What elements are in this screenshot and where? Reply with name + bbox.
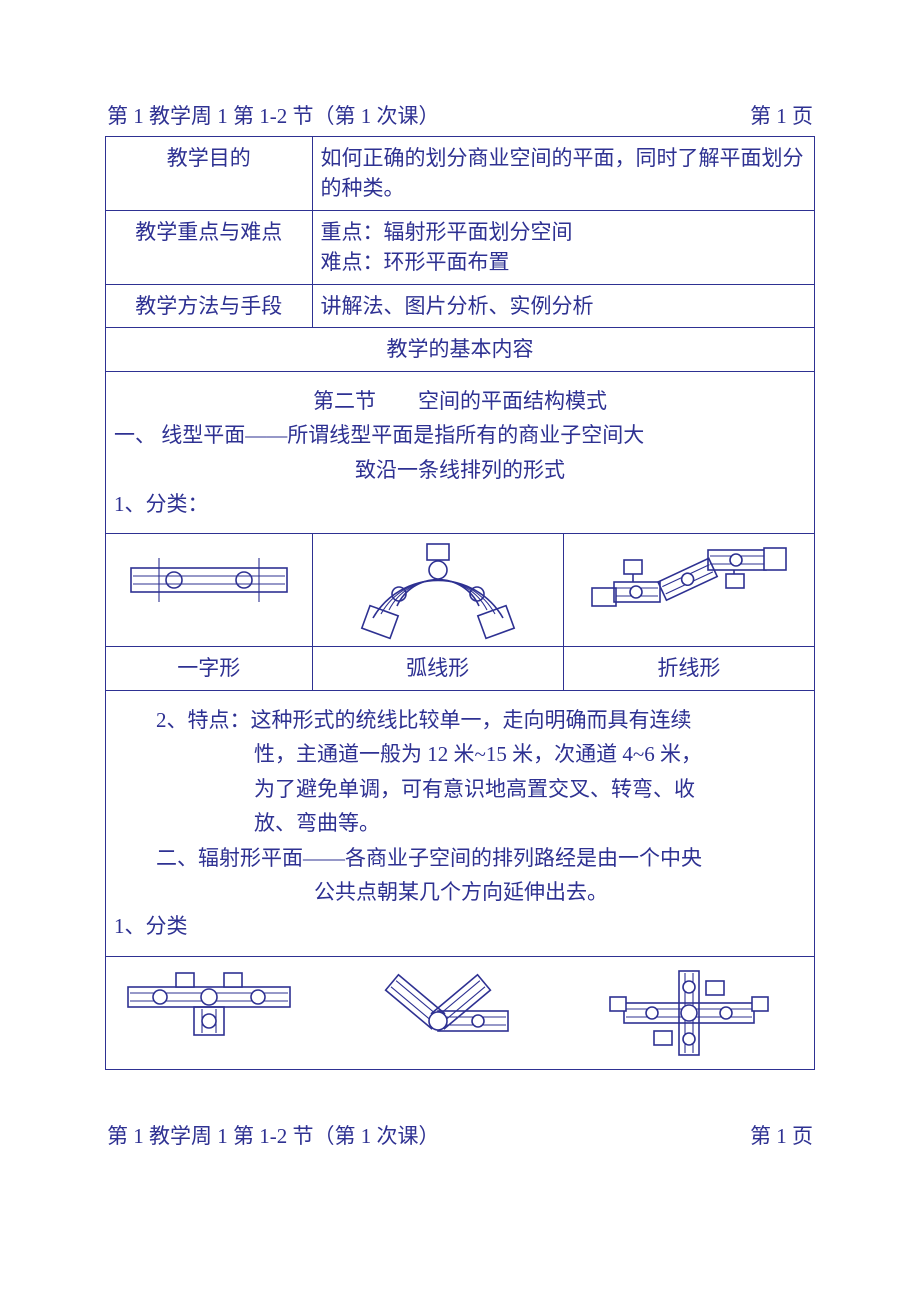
arc-line-diagram-cell xyxy=(312,534,563,647)
linear-sub1: 1、分类： xyxy=(114,489,806,519)
row-content-intro: 第二节 空间的平面结构模式 一、 线型平面——所谓线型平面是指所有的商业子空间大… xyxy=(106,371,815,534)
linear-sub2-l4: 放、弯曲等。 xyxy=(114,808,806,838)
arc-line-label: 弧线形 xyxy=(312,647,563,690)
lesson-plan-table: 教学目的 如何正确的划分商业空间的平面，同时了解平面划分的种类。 教学重点与难点… xyxy=(105,136,815,1070)
y-radial-diagram xyxy=(348,963,528,1063)
methods-value: 讲解法、图片分析、实例分析 xyxy=(312,284,815,327)
content-body: 2、特点：这种形式的统线比较单一，走向明确而具有连续 性，主通道一般为 12 米… xyxy=(106,690,815,956)
broken-line-diagram xyxy=(584,540,794,640)
row-content-body: 2、特点：这种形式的统线比较单一，走向明确而具有连续 性，主通道一般为 12 米… xyxy=(106,690,815,956)
methods-label: 教学方法与手段 xyxy=(106,284,313,327)
radial-heading-l2: 公共点朝某几个方向延伸出去。 xyxy=(114,877,806,907)
broken-line-diagram-cell xyxy=(563,534,814,647)
page-header: 第 1 教学周 1 第 1-2 节（第 1 次课） 第 1 页 xyxy=(105,100,815,130)
y-radial-diagram-cell xyxy=(312,956,563,1069)
header-right: 第 1 页 xyxy=(750,100,813,130)
footer-right: 第 1 页 xyxy=(750,1120,813,1150)
linear-sub2-l2: 性，主通道一般为 12 米~15 米，次通道 4~6 米， xyxy=(114,739,806,769)
radial-heading-l1: 二、辐射形平面——各商业子空间的排列路经是由一个中央 xyxy=(114,843,806,873)
straight-line-label: 一字形 xyxy=(106,647,313,690)
row-purpose: 教学目的 如何正确的划分商业空间的平面，同时了解平面划分的种类。 xyxy=(106,137,815,211)
keypoints-value: 重点：辐射形平面划分空间 难点：环形平面布置 xyxy=(312,210,815,284)
keypoints-label: 教学重点与难点 xyxy=(106,210,313,284)
straight-line-diagram xyxy=(119,540,299,620)
t-radial-diagram xyxy=(114,963,304,1053)
row-section-title: 教学的基本内容 xyxy=(106,328,815,371)
row-methods: 教学方法与手段 讲解法、图片分析、实例分析 xyxy=(106,284,815,327)
lesson-plan-page: 第 1 教学周 1 第 1-2 节（第 1 次课） 第 1 页 教学目的 如何正… xyxy=(0,0,920,1190)
linear-heading-l1: 一、 线型平面——所谓线型平面是指所有的商业子空间大 xyxy=(114,420,806,450)
radial-sub1: 1、分类 xyxy=(114,911,806,941)
broken-line-label: 折线形 xyxy=(563,647,814,690)
linear-heading-l2: 致沿一条线排列的形式 xyxy=(114,455,806,485)
cross-radial-diagram xyxy=(604,963,774,1063)
linear-sub2-l1: 2、特点：这种形式的统线比较单一，走向明确而具有连续 xyxy=(114,705,806,735)
page-footer: 第 1 教学周 1 第 1-2 节（第 1 次课） 第 1 页 xyxy=(105,1120,815,1150)
row-linear-diagrams xyxy=(106,534,815,647)
t-radial-diagram-cell xyxy=(106,956,313,1069)
purpose-value: 如何正确的划分商业空间的平面，同时了解平面划分的种类。 xyxy=(312,137,815,211)
content-intro: 第二节 空间的平面结构模式 一、 线型平面——所谓线型平面是指所有的商业子空间大… xyxy=(106,371,815,534)
cross-radial-diagram-cell xyxy=(563,956,814,1069)
header-left: 第 1 教学周 1 第 1-2 节（第 1 次课） xyxy=(107,100,440,130)
straight-line-diagram-cell xyxy=(106,534,313,647)
linear-sub2-l3: 为了避免单调，可有意识地高置交叉、转弯、收 xyxy=(114,774,806,804)
keypoints-line1: 重点：辐射形平面划分空间 xyxy=(321,217,807,247)
row-linear-labels: 一字形 弧线形 折线形 xyxy=(106,647,815,690)
row-keypoints: 教学重点与难点 重点：辐射形平面划分空间 难点：环形平面布置 xyxy=(106,210,815,284)
arc-line-diagram xyxy=(333,540,543,640)
keypoints-line2: 难点：环形平面布置 xyxy=(321,247,807,277)
purpose-label: 教学目的 xyxy=(106,137,313,211)
row-radial-diagrams xyxy=(106,956,815,1069)
section2-title: 第二节 空间的平面结构模式 xyxy=(114,386,806,416)
section-title: 教学的基本内容 xyxy=(106,328,815,371)
footer-left: 第 1 教学周 1 第 1-2 节（第 1 次课） xyxy=(107,1120,440,1150)
